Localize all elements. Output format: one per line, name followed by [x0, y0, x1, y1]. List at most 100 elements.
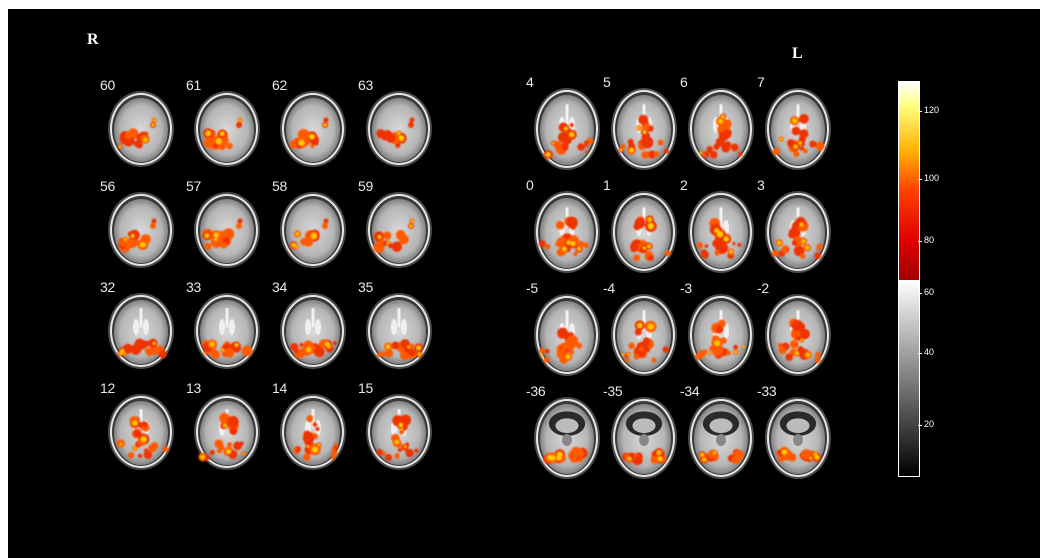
colorbar-tick-mark — [918, 353, 922, 354]
colorbar-tick-mark — [918, 293, 922, 294]
colorbar-tick-mark — [918, 179, 922, 180]
brain-image — [108, 91, 174, 167]
slice-number: 6 — [680, 74, 688, 90]
brain-slice: 60 — [100, 77, 176, 169]
brain-slice: 34 — [272, 279, 348, 371]
colorbar-tick-label: 120 — [924, 105, 940, 115]
brain-slice: 0 — [526, 177, 602, 275]
brain-image — [611, 88, 677, 170]
brain-slice: 2 — [680, 177, 756, 275]
brain-image — [765, 88, 831, 170]
brain-slice: 14 — [272, 380, 348, 472]
brain-image — [366, 192, 432, 268]
slice-number: 14 — [272, 380, 287, 396]
slice-number: 62 — [272, 77, 287, 93]
brain-image — [534, 397, 600, 479]
brain-image — [194, 293, 260, 369]
slice-number: 3 — [757, 177, 765, 193]
brain-image — [534, 294, 600, 376]
brain-image — [280, 192, 346, 268]
brain-slice: 15 — [358, 380, 434, 472]
brain-image — [366, 293, 432, 369]
brain-slice: -3 — [680, 280, 756, 378]
slice-number: 58 — [272, 178, 287, 194]
brain-slice: 7 — [757, 74, 833, 172]
right-hemisphere-label: R — [87, 31, 99, 48]
brain-slice: -4 — [603, 280, 679, 378]
slice-number: -36 — [526, 383, 546, 399]
slice-number: 59 — [358, 178, 373, 194]
brain-image — [765, 397, 831, 479]
intensity-colorbar: 120 100 80 60 40 20 — [898, 81, 948, 481]
brain-image — [688, 294, 754, 376]
brain-slice: 32 — [100, 279, 176, 371]
slice-number: -35 — [603, 383, 623, 399]
brain-image — [765, 191, 831, 273]
brain-image — [108, 293, 174, 369]
brain-image — [280, 91, 346, 167]
brain-image — [688, 397, 754, 479]
slice-number: 4 — [526, 74, 534, 90]
colorbar-tick-label: 100 — [924, 173, 940, 183]
slice-number: 63 — [358, 77, 373, 93]
slice-number: 2 — [680, 177, 688, 193]
brain-slice: 3 — [757, 177, 833, 275]
brain-slice: -5 — [526, 280, 602, 378]
brain-slice: 13 — [186, 380, 262, 472]
slice-number: 5 — [603, 74, 611, 90]
slice-number: -3 — [680, 280, 692, 296]
colorbar-tick-mark — [918, 241, 922, 242]
brain-image — [611, 191, 677, 273]
brain-slice: -34 — [680, 383, 756, 481]
slice-number: 12 — [100, 380, 115, 396]
slice-number: -34 — [680, 383, 700, 399]
brain-image — [765, 294, 831, 376]
brain-slice: 58 — [272, 178, 348, 270]
brain-slice: 1 — [603, 177, 679, 275]
colorbar-tick-label: 80 — [924, 235, 935, 245]
brain-image — [108, 394, 174, 470]
brain-image — [194, 394, 260, 470]
brain-image — [280, 293, 346, 369]
slice-number: 56 — [100, 178, 115, 194]
colorbar-tick-mark — [918, 425, 922, 426]
brain-slice: -35 — [603, 383, 679, 481]
brain-slice: 4 — [526, 74, 602, 172]
slice-number: 32 — [100, 279, 115, 295]
brain-image — [688, 88, 754, 170]
brain-image — [366, 91, 432, 167]
slice-number: -5 — [526, 280, 538, 296]
brain-slice: -2 — [757, 280, 833, 378]
slice-number: 60 — [100, 77, 115, 93]
slice-number: 61 — [186, 77, 201, 93]
slice-number: 0 — [526, 177, 534, 193]
slice-number: 1 — [603, 177, 611, 193]
brain-image — [194, 91, 260, 167]
brain-slice: -36 — [526, 383, 602, 481]
brain-image — [108, 192, 174, 268]
colorbar-tick-label: 40 — [924, 347, 935, 357]
brain-slice: 33 — [186, 279, 262, 371]
brain-slice: 56 — [100, 178, 176, 270]
slice-number: -2 — [757, 280, 769, 296]
brain-image — [280, 394, 346, 470]
slice-number: -33 — [757, 383, 777, 399]
slice-number: -4 — [603, 280, 615, 296]
slice-number: 57 — [186, 178, 201, 194]
brain-image — [366, 394, 432, 470]
slice-number: 13 — [186, 380, 201, 396]
brain-image — [534, 88, 600, 170]
colorbar-tick-label: 20 — [924, 419, 935, 429]
slice-number: 7 — [757, 74, 765, 90]
brain-image — [611, 397, 677, 479]
brain-image — [688, 191, 754, 273]
slice-number: 33 — [186, 279, 201, 295]
slice-number: 34 — [272, 279, 287, 295]
brain-slice: 57 — [186, 178, 262, 270]
brain-image — [611, 294, 677, 376]
colorbar-tick-label: 60 — [924, 287, 935, 297]
colorbar-gradient — [898, 81, 920, 477]
brain-slice: 12 — [100, 380, 176, 472]
brain-slice: 6 — [680, 74, 756, 172]
